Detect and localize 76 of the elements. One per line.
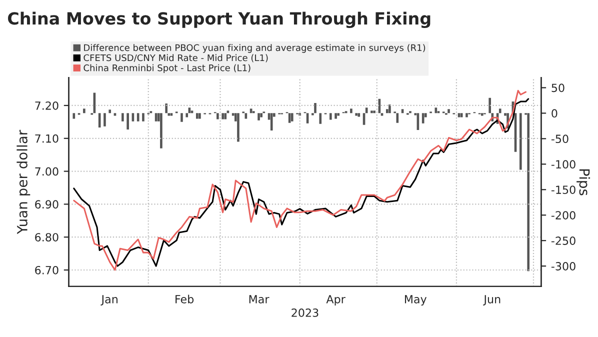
legend-label: Difference between PBOC yuan fixing and average estimate in surveys (R1) [84, 44, 426, 53]
y2-tick-label: 50 [552, 84, 564, 92]
x-tick-label: May [404, 295, 427, 306]
bar [180, 113, 183, 122]
bar [132, 113, 134, 122]
legend-label: China Renminbi Spot - Last Price (L1) [84, 64, 250, 73]
bar [83, 108, 86, 114]
bar [136, 113, 140, 122]
bar [72, 113, 76, 119]
bar [196, 113, 198, 119]
bar [466, 113, 468, 118]
bar [337, 113, 340, 116]
y-tick-label: 6.90 [35, 200, 58, 209]
bar [388, 104, 391, 114]
bar [319, 113, 322, 124]
bar [122, 113, 124, 122]
chart-title: China Moves to Support Yuan Through Fixing [8, 12, 430, 28]
bar [237, 113, 240, 142]
bar [290, 113, 294, 122]
y-tick-label: 7.00 [35, 167, 58, 176]
y-axis-title: Yuan per dollar [16, 130, 30, 234]
bar [165, 104, 168, 114]
bar [168, 113, 170, 116]
bar [222, 113, 224, 120]
y2-tick-label: -50 [551, 134, 568, 144]
bar [288, 113, 291, 123]
bar [498, 108, 502, 114]
legend-label: CFETS USD/CNY Mid Rate - Mid Price (L1) [84, 54, 268, 62]
x-tick-label: Feb [176, 294, 194, 304]
bar [519, 113, 522, 170]
bar [330, 113, 332, 120]
bar [270, 113, 273, 131]
y2-tick-label: -300 [551, 262, 576, 270]
bar [154, 113, 158, 122]
bar [198, 113, 201, 119]
bar [488, 98, 491, 114]
bar [258, 113, 260, 120]
y-tick-label: 6.70 [35, 266, 58, 274]
x-tick-label: Mar [249, 295, 270, 304]
bar [370, 110, 373, 114]
bar [216, 113, 219, 120]
bar [373, 110, 376, 114]
bar [365, 108, 368, 114]
bar [480, 113, 484, 116]
y2-tick-label: -200 [551, 211, 576, 220]
bar [160, 113, 162, 148]
bar [108, 110, 112, 114]
bar [458, 113, 460, 118]
x-tick-label: Jan [100, 295, 118, 306]
bar [358, 113, 360, 117]
bar [350, 108, 352, 114]
x-tick-label: Apr [326, 295, 346, 306]
y2-axis-title: Pips [576, 169, 590, 196]
y-tick-label: 6.80 [35, 233, 58, 242]
bar [126, 113, 129, 130]
bar [142, 113, 144, 122]
bar [460, 113, 463, 118]
y2-tick-label: -250 [551, 236, 576, 245]
bar [448, 109, 450, 114]
bar [260, 113, 262, 118]
bar [396, 113, 399, 123]
y2-tick-label: -150 [551, 186, 576, 194]
y-tick-label: 7.10 [35, 134, 58, 143]
y2-tick-label: 0 [552, 109, 558, 118]
bar [244, 113, 248, 119]
bar [224, 113, 227, 120]
bar [355, 113, 358, 116]
bar [314, 102, 316, 114]
x-tick-label: Jun [483, 295, 500, 306]
bar [334, 113, 337, 119]
y2-tick-label: -100 [551, 160, 576, 169]
bar [104, 113, 106, 126]
y-tick-label: 7.20 [35, 101, 58, 110]
x-axis-title: 2023 [292, 308, 318, 317]
bar [527, 113, 530, 272]
bar [186, 113, 188, 118]
